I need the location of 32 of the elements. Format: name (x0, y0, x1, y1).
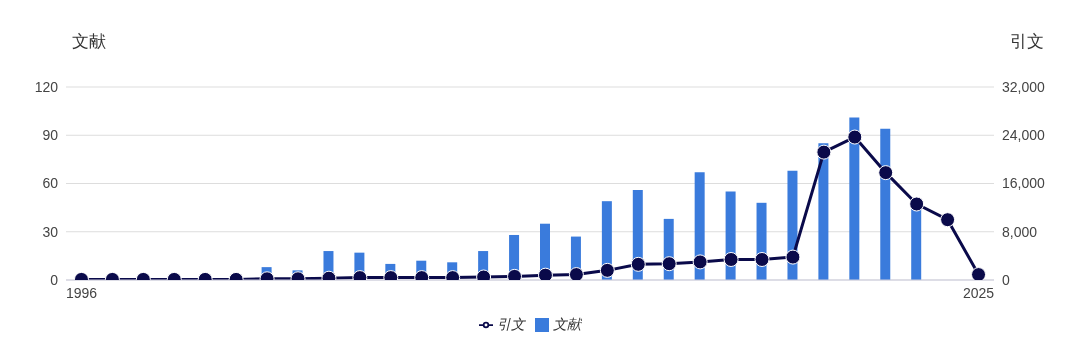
point (878, 165, 894, 181)
point (723, 251, 739, 267)
y-tick-label: 60 (42, 175, 59, 192)
point (754, 251, 770, 267)
legend-label: 文献 (553, 316, 581, 332)
point (909, 196, 925, 212)
y2-tick-label: 16,000 (1002, 175, 1046, 192)
point (816, 144, 832, 160)
point (630, 256, 646, 272)
bar (880, 128, 891, 280)
point (971, 267, 987, 280)
y-tick-label: 120 (34, 78, 59, 95)
point (785, 249, 801, 265)
y2-axis-title: 引文 (1010, 31, 1044, 53)
point (847, 129, 863, 145)
y-tick-label: 0 (50, 271, 59, 288)
y-axis-title: 文献 (72, 31, 106, 53)
x-tick-label: 1996 (65, 284, 98, 301)
x-tick-label: 2025 (962, 284, 995, 301)
bar (911, 207, 922, 280)
point (940, 212, 956, 228)
point (599, 262, 615, 278)
point (537, 267, 553, 280)
y2-tick-label: 24,000 (1002, 127, 1046, 144)
bar (849, 117, 860, 280)
y2-tick-label: 0 (1002, 271, 1010, 288)
y-tick-label: 30 (42, 223, 59, 240)
legend-label: 引文 (497, 316, 525, 332)
point (568, 267, 584, 280)
y2-tick-label: 32,000 (1002, 78, 1046, 95)
y2-tick-label: 8,000 (1002, 223, 1038, 240)
y-tick-label: 90 (42, 127, 59, 144)
